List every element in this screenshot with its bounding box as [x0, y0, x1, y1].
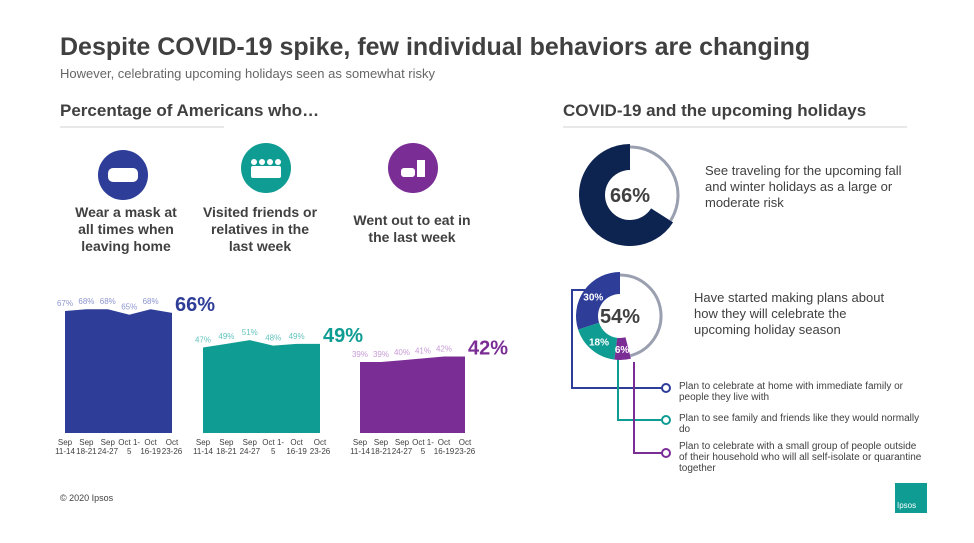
current-value: 66% [175, 294, 215, 316]
donut-segment [614, 337, 631, 360]
x-tick-label: Sep 24-27 [239, 438, 261, 456]
value-label: 68% [143, 297, 159, 306]
value-label: 42% [436, 345, 452, 354]
current-value: 49% [323, 325, 363, 347]
legend-entry: Plan to see family and friends like they… [679, 413, 920, 435]
area [203, 340, 320, 433]
right-heading: COVID-19 and the upcoming holidays [563, 101, 867, 120]
logo-box [895, 483, 927, 513]
donut-remainder [629, 145, 680, 222]
value-label: 40% [394, 348, 410, 357]
food-shape [401, 160, 425, 177]
title: Despite COVID-19 spike, few individual b… [60, 33, 811, 61]
metric-label: Went out to eat in the last week [353, 212, 471, 245]
donut-segment [578, 322, 618, 360]
x-tick-label: Oct 23-26 [454, 438, 476, 456]
segment-label: 30% [583, 293, 603, 304]
legend-dots [661, 383, 671, 458]
mask-shape [108, 168, 138, 182]
left-heading: Percentage of Americans who… [60, 101, 320, 120]
value-label: 39% [373, 350, 389, 359]
x-tick-label: Oct 16-19 [286, 438, 307, 456]
donut-center: 66% [610, 185, 650, 207]
x-tick-label: Sep 11-14 [55, 438, 75, 456]
x-tick-label: Sep 18-21 [76, 438, 97, 456]
segment-label: 18% [589, 337, 609, 348]
value-label: 39% [352, 350, 368, 359]
value-label: 49% [289, 332, 305, 341]
x-tick-label: Oct 1-5 [262, 438, 285, 456]
people-shape [251, 159, 281, 178]
value-label: 48% [265, 334, 281, 343]
value-label: 41% [415, 346, 431, 355]
value-label: 67% [57, 299, 73, 308]
value-label: 65% [121, 303, 137, 312]
legend-connectors [571, 289, 665, 454]
x-tick-label: Sep 11-14 [193, 438, 213, 456]
footer: © 2020 Ipsos [60, 493, 114, 503]
x-tick-label: Oct 16-19 [140, 438, 161, 456]
x-tick-label: Sep 11-14 [350, 438, 370, 456]
food-icon [388, 143, 438, 193]
donut-description: See traveling for the upcoming fall and … [705, 163, 902, 210]
legend-entry: Plan to celebrate at home with immediate… [679, 381, 903, 403]
subtitle: However, celebrating upcoming holidays s… [60, 66, 436, 81]
area [65, 309, 172, 433]
metric-label: Visited friends or relatives in the last… [202, 204, 318, 254]
value-label: 68% [100, 297, 116, 306]
donut-remainder [619, 273, 663, 358]
x-tick-label: Sep 24-27 [97, 438, 119, 456]
x-tick-label: Oct 1-5 [412, 438, 434, 456]
segment-label: 6% [615, 345, 630, 356]
value-label: 51% [242, 328, 258, 337]
x-tick-label: Oct 1-5 [118, 438, 141, 456]
metric-label: Wear a mask at all times when leaving ho… [75, 204, 177, 254]
donut-description: Have started making plans about how they… [694, 290, 885, 337]
current-value: 42% [468, 338, 508, 360]
x-tick-label: Oct 23-26 [309, 438, 331, 456]
donut-segment [579, 144, 674, 246]
x-tick-label: Sep 18-21 [370, 438, 392, 456]
donut-segment [576, 272, 621, 330]
x-tick-label: Oct 16-19 [433, 438, 455, 456]
x-tick-label: Sep 24-27 [391, 438, 413, 456]
donut-center: 54% [600, 306, 640, 328]
x-tick-label: Sep 18-21 [216, 438, 237, 456]
area [360, 356, 465, 433]
legend-entry: Plan to celebrate with a small group of … [679, 441, 922, 474]
value-label: 68% [78, 297, 94, 306]
x-tick-label: Oct 23-26 [161, 438, 183, 456]
logo: Ipsos [897, 501, 917, 510]
value-label: 47% [195, 335, 211, 344]
value-label: 49% [218, 332, 234, 341]
